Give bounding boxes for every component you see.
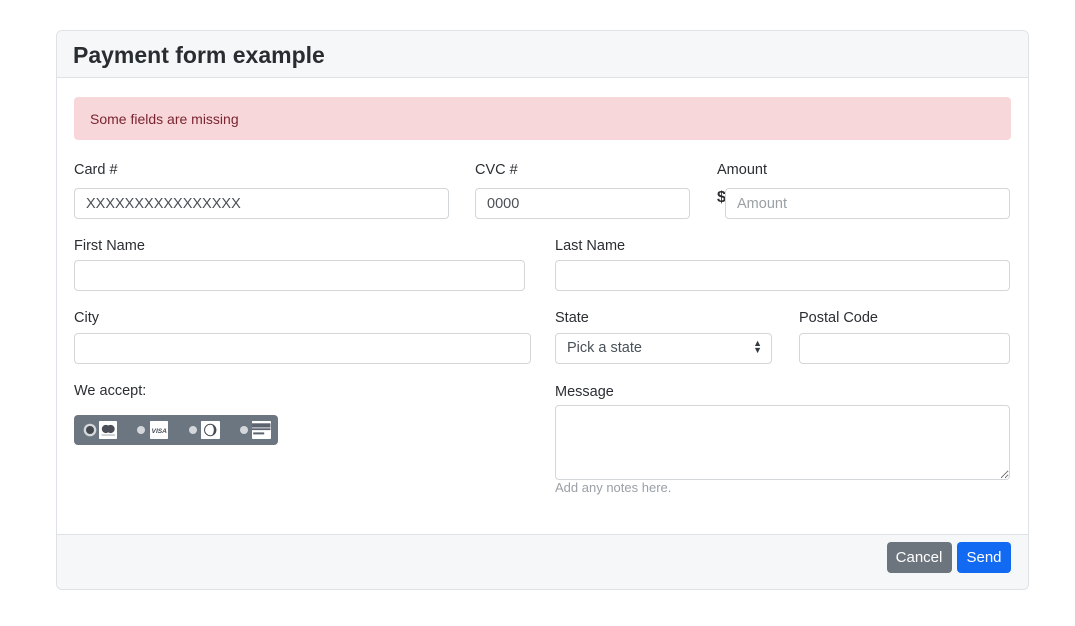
svg-text:VISA: VISA (151, 428, 167, 435)
